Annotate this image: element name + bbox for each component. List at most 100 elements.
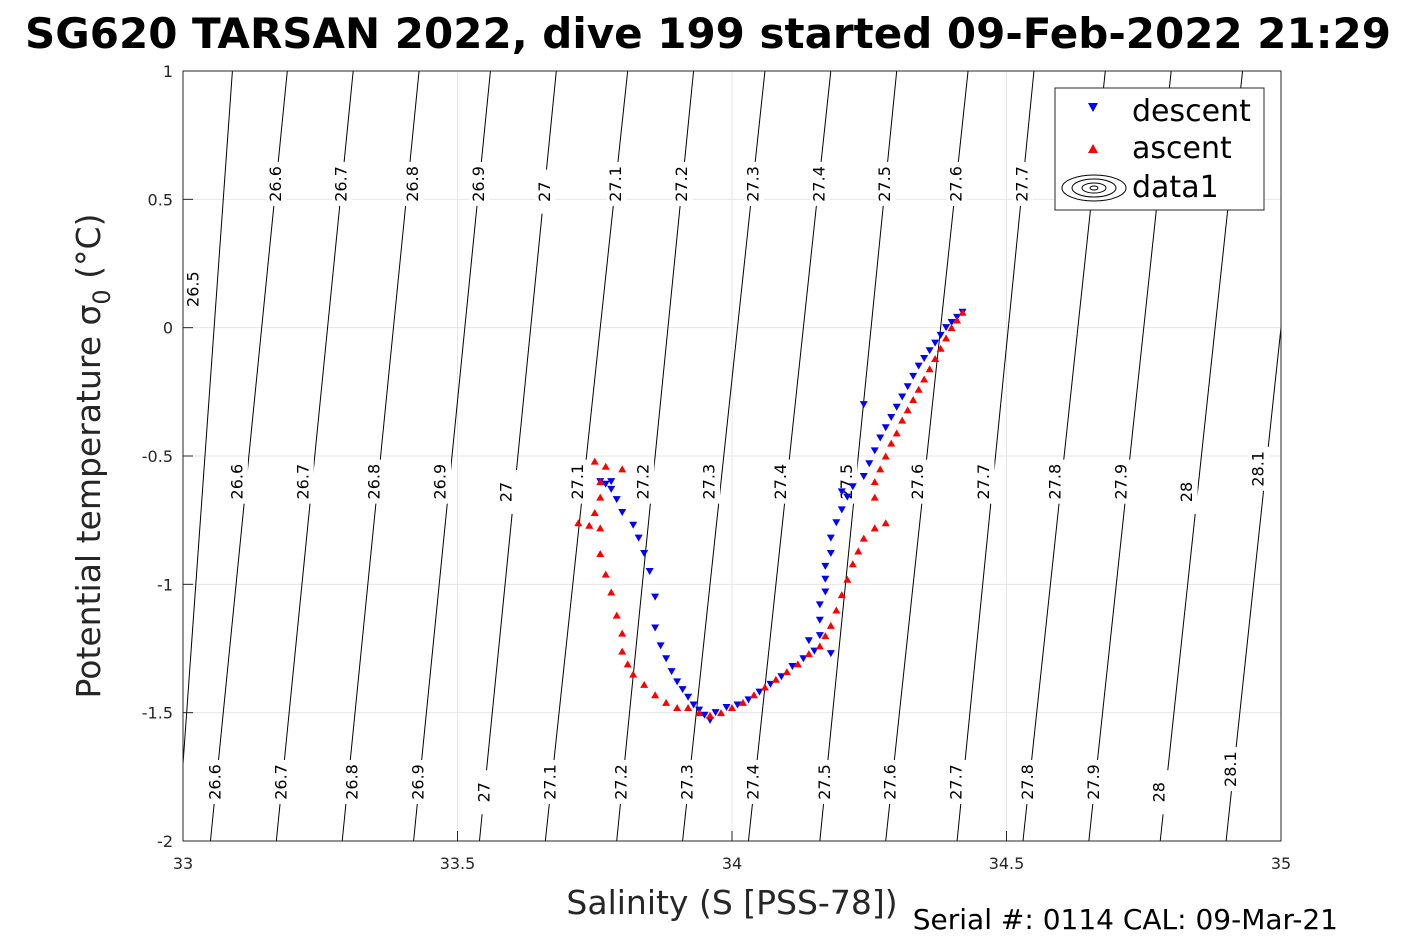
- isopycnal-label-bg: [700, 459, 721, 504]
- ascent-marker: [793, 660, 802, 668]
- x-tick-label: 34: [722, 854, 742, 873]
- descent-marker: [815, 632, 824, 640]
- serial-footer: Serial #: 0114 CAL: 09-Mar-21: [913, 903, 1338, 936]
- ascent-marker: [590, 457, 599, 465]
- y-tick-label: -1: [157, 575, 173, 594]
- isopycnal-label-bg: [183, 267, 204, 312]
- descent-marker: [804, 637, 813, 645]
- ascent-marker: [695, 709, 704, 717]
- isopycnal-label: 27.3: [743, 166, 762, 202]
- descent-marker: [936, 331, 945, 339]
- isopycnal-label-bg: [293, 459, 314, 504]
- ascent-marker: [887, 439, 896, 447]
- y-tick-label: 0.5: [148, 190, 173, 209]
- descent-marker: [914, 362, 923, 370]
- isopycnal-label-bg: [606, 161, 627, 206]
- ascent-marker: [684, 704, 693, 712]
- ascent-marker: [870, 478, 879, 486]
- isopycnal-label: 27: [496, 482, 515, 502]
- descent-marker: [788, 662, 797, 670]
- ascent-marker: [618, 465, 627, 473]
- isopycnal-label-bg: [271, 759, 292, 804]
- isopycnal-label-bg: [947, 759, 968, 804]
- descent-marker: [700, 711, 709, 719]
- ascent-marker: [876, 465, 885, 473]
- isopycnal-label: 26.9: [409, 764, 428, 800]
- ascent-marker: [832, 606, 841, 614]
- ascent-marker: [848, 560, 857, 568]
- ascent-marker: [909, 396, 918, 404]
- x-axis-ticks: 33 33.5 34 34.5 35: [173, 831, 1291, 873]
- ascent-marker: [618, 647, 627, 655]
- descent-marker: [821, 588, 830, 596]
- descent-marker: [821, 575, 830, 583]
- y-axis-label: Potential temperature σ0 (°C): [69, 214, 116, 699]
- descent-marker: [947, 319, 956, 327]
- isopycnal-label-bg: [1018, 759, 1039, 804]
- ascent-marker: [662, 698, 671, 706]
- isopycnal-label: 27.6: [881, 764, 900, 800]
- descent-marker: [607, 478, 616, 486]
- descent-marker: [826, 534, 835, 542]
- grid-lines: [182, 70, 1282, 842]
- isopycnal-label: 27.7: [947, 764, 966, 800]
- isopycnal-label-bg: [809, 161, 830, 206]
- ascent-marker: [601, 570, 610, 578]
- legend-descent-marker: [1088, 103, 1098, 112]
- ascent-marker: [892, 429, 901, 437]
- isopycnal-label-bg: [634, 459, 655, 504]
- isopycnal-label-bg: [1111, 459, 1132, 504]
- ascent-marker: [881, 519, 890, 527]
- ascent-marker: [881, 452, 890, 460]
- ascent-marker: [706, 711, 715, 719]
- ascent-marker: [870, 524, 879, 532]
- isopycnal-label-bg: [1012, 161, 1033, 206]
- legend-ascent-marker: [1088, 144, 1098, 153]
- descent-marker: [876, 434, 885, 442]
- isopycnal-label-bg: [743, 161, 764, 206]
- isopycnal-label: 27.2: [612, 764, 631, 800]
- descent-marker: [815, 601, 824, 609]
- ascent-marker: [640, 680, 649, 688]
- legend-contour-icon: [1061, 174, 1127, 202]
- isopycnal-label-bg: [332, 161, 353, 206]
- y-axis-ticks: 1 0.5 0 -0.5 -1 -1.5 -2: [142, 62, 193, 851]
- descent-marker: [920, 354, 929, 362]
- descent-marker: [722, 704, 731, 712]
- descent-marker: [848, 483, 857, 491]
- x-tick-label: 34.5: [989, 854, 1025, 873]
- descent-marker: [684, 693, 693, 701]
- isopycnal-label-bg: [908, 459, 929, 504]
- isopycnal-label-bg: [205, 759, 226, 804]
- ascent-marker: [821, 632, 830, 640]
- isopycnal-label: 27.1: [540, 764, 559, 800]
- ascent-marker: [651, 691, 660, 699]
- isopycnal-label: 27.5: [815, 764, 834, 800]
- ascent-marker: [914, 385, 923, 393]
- isopycnal-label: 27.6: [947, 166, 966, 202]
- isopycnal-label: 26.5: [183, 271, 202, 307]
- descent-marker: [881, 424, 890, 432]
- isopycnal-label: 27.2: [672, 166, 691, 202]
- isopycnal-label: 27.9: [1084, 764, 1103, 800]
- descent-marker: [826, 550, 835, 558]
- isopycnal-label-bg: [672, 161, 693, 206]
- ascent-marker: [804, 650, 813, 658]
- isopycnal-label-bg: [815, 759, 836, 804]
- isopycnal-label-bg: [540, 759, 561, 804]
- descent-marker: [634, 534, 643, 542]
- ascent-marker: [958, 308, 967, 316]
- isopycnal-label-bg: [409, 759, 430, 804]
- isopycnal-label: 27.7: [1012, 166, 1031, 202]
- isopycnal-label-bg: [1084, 759, 1105, 804]
- isopycnal-label-bg: [568, 459, 589, 504]
- descent-marker: [859, 401, 868, 409]
- isopycnal-label-bg: [1177, 469, 1198, 514]
- ascent-marker: [596, 550, 605, 558]
- ascent-marker: [607, 588, 616, 596]
- descent-marker: [837, 506, 846, 514]
- ascent-marker: [596, 478, 605, 486]
- isopycnal-label-bg: [1045, 459, 1066, 504]
- isopycnal-label: 27.8: [1045, 464, 1064, 500]
